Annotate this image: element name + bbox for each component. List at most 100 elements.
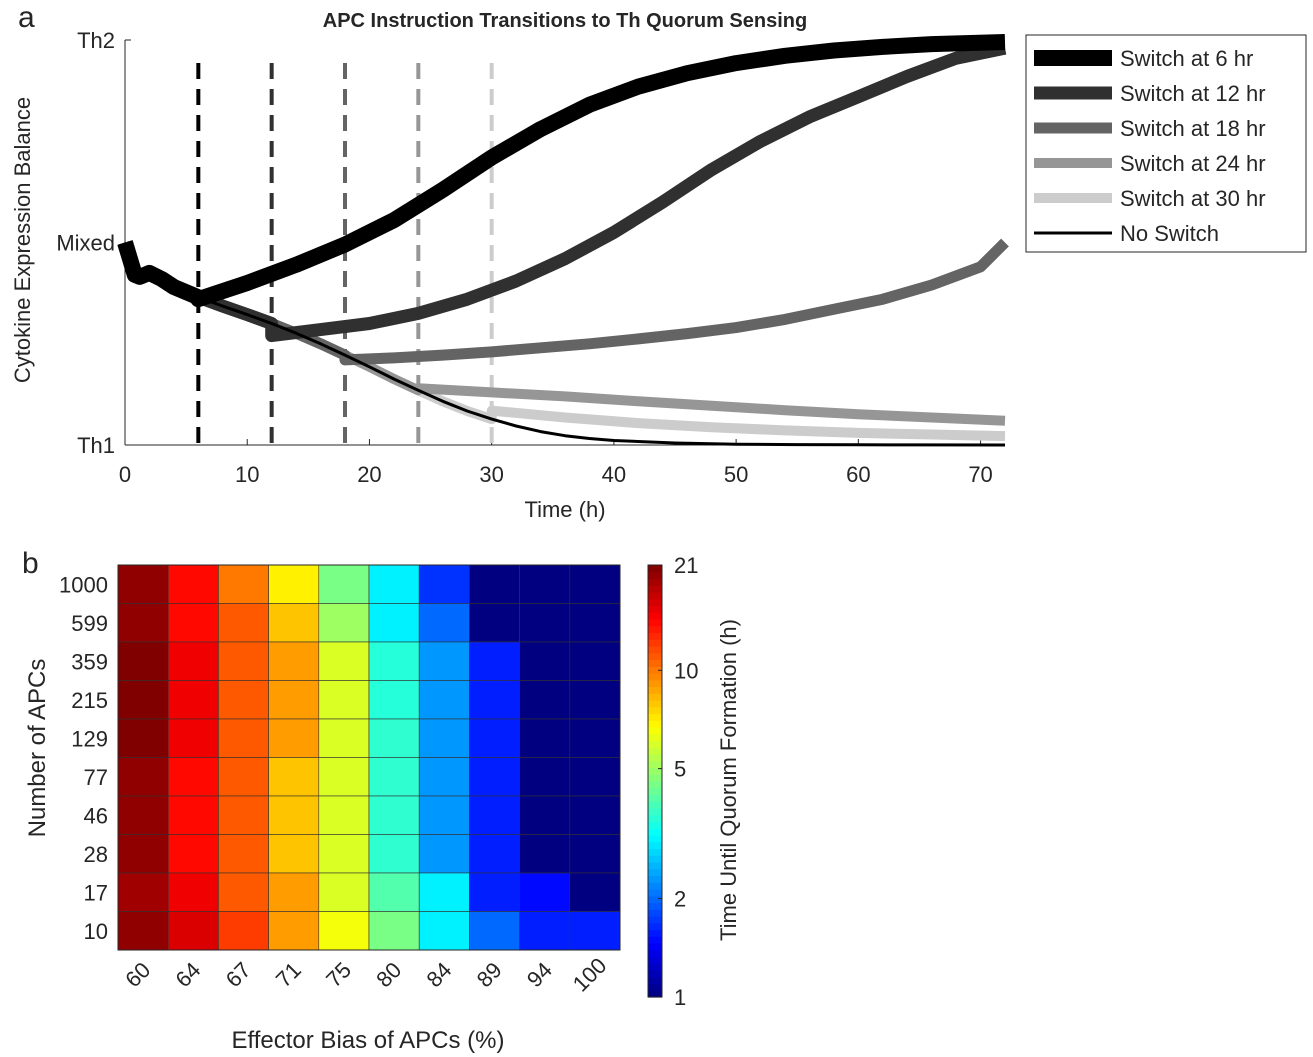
panel-b-label: b [22,547,39,580]
heatmap-cell [368,564,420,604]
y-category-label: 1000 [59,572,108,597]
colorbar-segment [648,774,662,782]
heatmap-cell [318,795,370,835]
colorbar-segment [648,646,662,654]
heatmap-cell [569,911,621,951]
heatmap-cell [418,680,470,720]
colorbar-segment [648,801,662,809]
colorbar-segment [648,605,662,613]
panel-b-colorbar-label: Time Until Quorum Formation (h) [716,619,741,941]
heatmap-cell [368,641,420,681]
series-line [120,241,1006,426]
y-category-label: 10 [84,919,108,944]
x-tick-label: 10 [235,462,259,487]
x-tick-label: 40 [602,462,626,487]
colorbar-segment [648,909,662,917]
heatmap-cell [268,834,320,874]
colorbar-segment [648,760,662,769]
heatmap-cell [218,872,269,912]
heatmap-cell [418,911,470,951]
colorbar-segment [648,794,662,802]
colorbar-segment [648,841,662,850]
heatmap-cell [268,564,320,604]
heatmap-cell [569,641,621,681]
heatmap-cell [167,718,219,758]
y-tick-label: Th1 [77,433,115,458]
panel-b-colorbar: 1 2 5 10 21 [647,553,698,1010]
panel-a-title: APC Instruction Transitions to Th Quorum… [323,10,807,32]
heatmap-cell [469,718,520,758]
colorbar-segment [648,679,662,688]
colorbar-segment [648,652,662,661]
y-category-label: 46 [84,803,108,828]
colorbar-segment [648,747,662,755]
colorbar-segment [648,875,662,883]
colorbar-segment [648,625,662,634]
heatmap-cell [117,603,169,643]
colorbar-segment [648,733,662,742]
colorbar-segment [648,963,662,971]
heatmap-cell [368,603,420,643]
y-category-label: 77 [84,765,108,790]
colorbar-segment [648,706,662,715]
heatmap-cell [569,564,621,604]
heatmap-cell [318,911,370,951]
heatmap-cell [218,911,269,951]
heatmap-cell [569,795,621,835]
colorbar-segment [648,956,662,964]
panel-b-y-axis-label: Number of APCs [24,659,51,838]
colorbar-segment [648,767,662,775]
colorbar-segment [648,787,662,796]
colorbar-segment [648,585,662,593]
colorbar-tick-label: 1 [674,985,686,1010]
colorbar-segment [648,700,662,708]
heatmap-cell [519,718,571,758]
heatmap-cell [519,641,571,681]
colorbar-segment [648,693,662,701]
heatmap-cell [519,872,571,912]
colorbar-segment [648,970,662,978]
heatmap-cell [167,911,219,951]
colorbar-segment [648,632,662,640]
heatmap-cell [469,834,520,874]
heatmap-frame [117,564,621,951]
x-category-label: 64 [171,957,206,992]
legend-entry: Switch at 12 hr [1120,81,1266,106]
heatmap-cell [368,757,420,797]
heatmap-cell [418,564,470,604]
heatmap-cell [418,795,470,835]
heatmap-cell [167,795,219,835]
y-category-label: 129 [71,726,108,751]
legend-entry: Switch at 6 hr [1120,46,1253,71]
heatmap-cell [167,641,219,681]
colorbar-segment [648,848,662,856]
heatmap-cell [117,757,169,797]
colorbar-segment [648,936,662,944]
heatmap-cell [318,641,370,681]
heatmap-cell [368,834,420,874]
heatmap-cell [469,680,520,720]
heatmap-cell [268,795,320,835]
heatmap-cell [167,834,219,874]
colorbar-segment [648,943,662,951]
heatmap-cell [318,603,370,643]
colorbar-frame [647,564,663,998]
heatmap-cell [218,680,269,720]
heatmap-cell [318,564,370,604]
heatmap-cell [569,680,621,720]
heatmap-cell [218,718,269,758]
heatmap-cell [469,795,520,835]
colorbar-segment [648,895,662,904]
colorbar-segment [648,902,662,910]
legend-entry: Switch at 18 hr [1120,116,1266,141]
colorbar-tick-label: 2 [674,887,686,912]
heatmap-cell [418,757,470,797]
heatmap-cell [218,564,269,604]
heatmap-cell [268,911,320,951]
heatmap-cell [318,834,370,874]
heatmap-cell [368,795,420,835]
x-category-label: 60 [120,957,155,992]
series-line [118,41,1007,343]
heatmap-cell [418,718,470,758]
